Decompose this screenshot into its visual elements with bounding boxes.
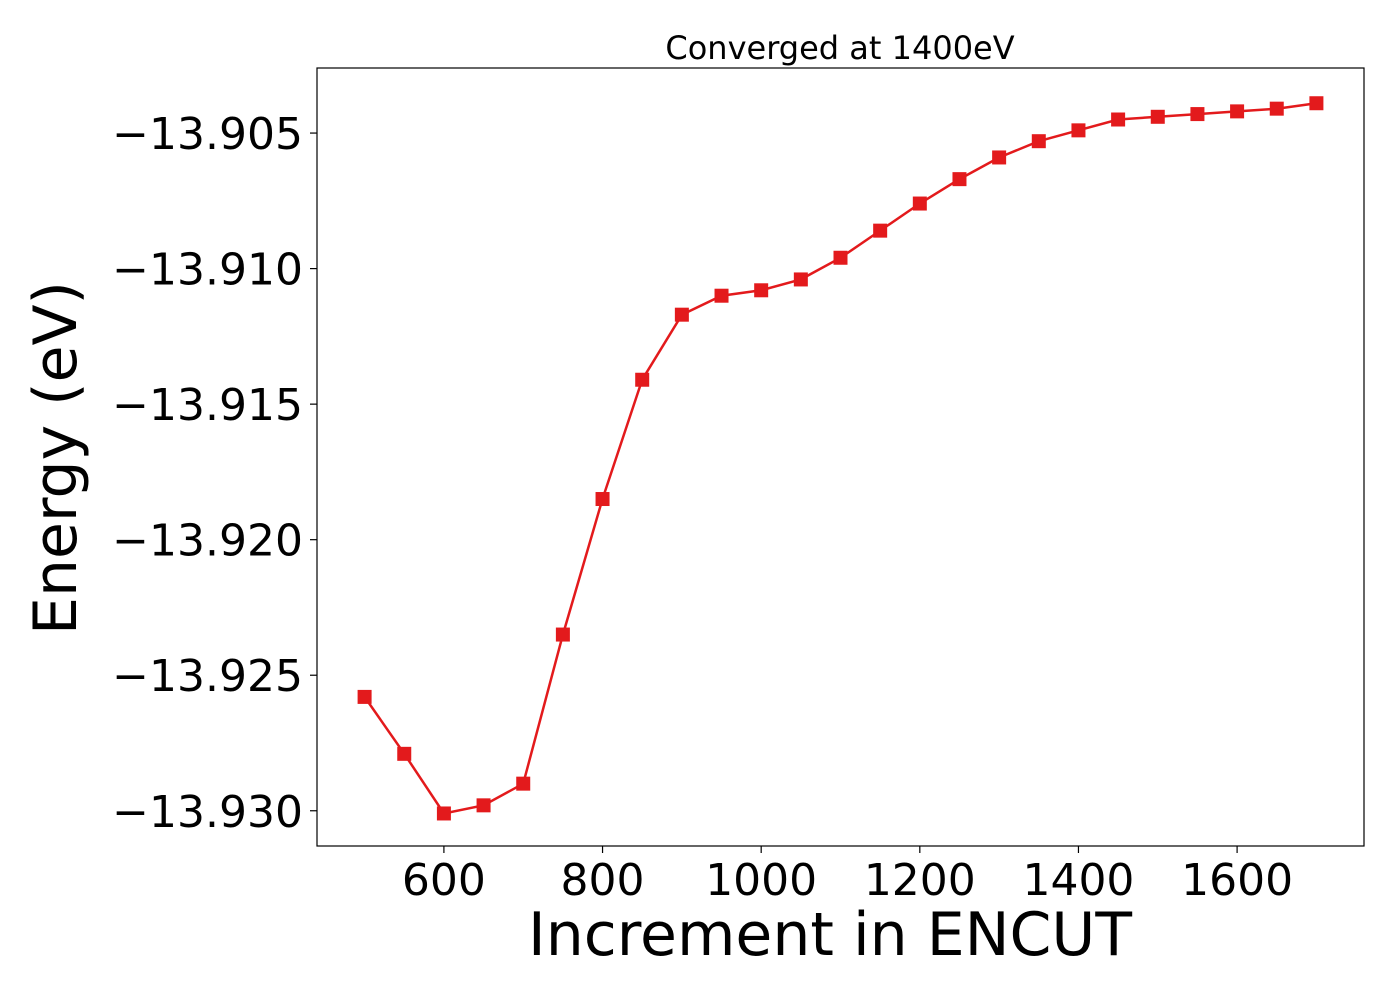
data-point — [873, 223, 888, 238]
data-point — [1031, 134, 1046, 149]
y-tick-label: −13.915 — [112, 380, 303, 431]
y-tick-label: −13.910 — [112, 245, 303, 296]
y-tick-label: −13.905 — [112, 109, 303, 160]
x-tick-label: 600 — [402, 855, 486, 906]
chart-title: Converged at 1400eV — [665, 29, 1014, 67]
plot-area — [316, 67, 1365, 847]
data-point — [476, 798, 491, 813]
data-point — [674, 307, 689, 322]
data-point — [436, 806, 451, 821]
data-point — [516, 776, 531, 791]
data-point — [833, 250, 848, 265]
y-tick-label: −13.920 — [112, 516, 303, 567]
data-point — [992, 150, 1007, 165]
data-point — [754, 283, 769, 298]
data-point — [1071, 123, 1086, 138]
x-tick-label: 1600 — [1181, 855, 1293, 906]
y-tick-label: −13.930 — [112, 787, 303, 838]
data-point — [1111, 112, 1126, 127]
data-point — [1190, 107, 1205, 122]
data-point — [635, 372, 650, 387]
data-point — [952, 172, 967, 187]
data-point — [1269, 101, 1284, 116]
data-point — [595, 492, 610, 507]
data-point — [1230, 104, 1245, 119]
x-axis-label: Increment in ENCUT — [528, 900, 1132, 970]
data-point — [912, 196, 927, 211]
data-point — [555, 627, 570, 642]
data-point — [1309, 96, 1324, 111]
data-point — [357, 689, 372, 704]
y-axis-label: Energy (eV) — [21, 281, 91, 635]
x-tick-label: 1400 — [1022, 855, 1134, 906]
x-axis-ticks: 600 800 1000 1200 1400 1600 — [402, 846, 1293, 906]
y-axis-ticks: −13.905 −13.910 −13.915 −13.920 −13.925 −13.9… — [112, 109, 317, 838]
data-point — [714, 288, 729, 303]
y-tick-label: −13.925 — [112, 651, 303, 702]
x-tick-label: 1000 — [705, 855, 817, 906]
x-tick-label: 1200 — [864, 855, 976, 906]
data-point — [1150, 109, 1165, 124]
data-point — [793, 272, 808, 287]
x-tick-label: 800 — [561, 855, 645, 906]
data-point — [397, 746, 412, 761]
series-layer — [357, 96, 1324, 821]
